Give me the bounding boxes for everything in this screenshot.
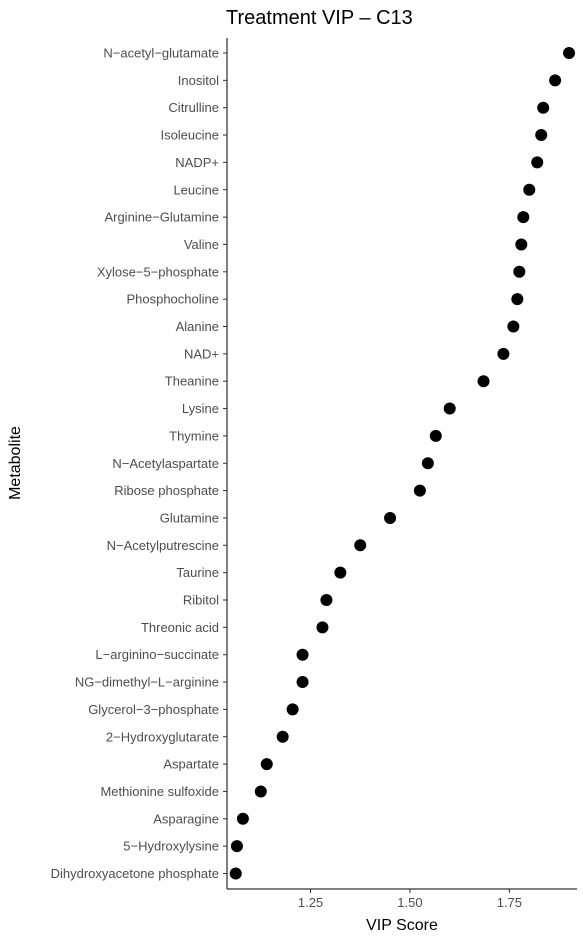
y-tick-label: NADP+ bbox=[175, 155, 219, 170]
y-tick-label: Inositol bbox=[178, 73, 219, 88]
y-tick-label: N−Acetylaspartate bbox=[112, 456, 219, 471]
plot-area: N−acetyl−glutamate Inositol Citrulline Isol… bbox=[51, 38, 577, 910]
y-axis-title: Metabolite bbox=[7, 426, 24, 500]
data-point bbox=[421, 457, 434, 470]
data-point bbox=[276, 730, 289, 743]
data-point bbox=[511, 293, 524, 306]
y-tick-label: L−arginino−succinate bbox=[95, 647, 219, 662]
data-point bbox=[537, 101, 550, 114]
data-point bbox=[531, 156, 544, 169]
y-tick-label: Taurine bbox=[176, 565, 219, 580]
y-tick-label: Isoleucine bbox=[160, 128, 219, 143]
data-point bbox=[507, 320, 520, 333]
y-tick-label: Phosphocholine bbox=[126, 292, 219, 307]
y-tick-label: Lysine bbox=[182, 401, 219, 416]
data-point bbox=[429, 429, 442, 442]
x-tick-label: 1.75 bbox=[497, 895, 522, 910]
y-tick-label: 5−Hydroxylysine bbox=[123, 839, 219, 854]
data-point bbox=[535, 129, 548, 142]
data-point bbox=[517, 211, 530, 224]
y-tick-label: Arginine−Glutamine bbox=[104, 210, 219, 225]
data-point bbox=[513, 265, 526, 278]
y-tick-label: N−acetyl−glutamate bbox=[103, 46, 219, 61]
data-point bbox=[254, 785, 267, 798]
data-point bbox=[260, 758, 273, 771]
data-point bbox=[334, 566, 347, 579]
y-tick-label: Valine bbox=[184, 237, 219, 252]
y-tick-label: Ribose phosphate bbox=[114, 483, 219, 498]
x-axis-title: VIP Score bbox=[366, 917, 438, 934]
y-tick-label: Glycerol−3−phosphate bbox=[88, 702, 219, 717]
y-tick-label: Glutamine bbox=[160, 510, 219, 525]
data-point bbox=[229, 867, 242, 880]
data-point bbox=[549, 74, 562, 87]
y-tick-label: Aspartate bbox=[163, 757, 219, 772]
data-point bbox=[230, 840, 243, 853]
data-point bbox=[354, 539, 367, 552]
y-tick-label: N−Acetylputrescine bbox=[107, 538, 219, 553]
y-tick-label: Xylose−5−phosphate bbox=[97, 264, 219, 279]
data-point bbox=[316, 621, 329, 634]
data-point bbox=[286, 703, 299, 716]
data-point bbox=[497, 347, 510, 360]
y-tick-label: Ribitol bbox=[183, 593, 219, 608]
y-tick-label: Theanine bbox=[165, 374, 219, 389]
y-tick-label: Dihydroxyacetone phosphate bbox=[51, 866, 219, 881]
data-point bbox=[296, 676, 309, 689]
data-point bbox=[563, 47, 576, 59]
y-tick-label: Thymine bbox=[169, 428, 219, 443]
data-point bbox=[443, 402, 456, 415]
y-tick-label: Asparagine bbox=[153, 811, 219, 826]
data-point bbox=[477, 375, 490, 388]
y-tick-label: Alanine bbox=[176, 319, 219, 334]
y-tick-label: NAD+ bbox=[184, 346, 219, 361]
data-point bbox=[413, 484, 426, 497]
data-point bbox=[236, 812, 249, 825]
y-tick-label: NG−dimethyl−L−arginine bbox=[75, 675, 219, 690]
chart-title: Treatment VIP – C13 bbox=[226, 7, 413, 29]
y-tick-label: Citrulline bbox=[168, 100, 219, 115]
y-tick-label: 2−Hydroxyglutarate bbox=[106, 729, 219, 744]
data-points bbox=[229, 47, 576, 880]
x-tick-label: 1.25 bbox=[298, 895, 323, 910]
data-point bbox=[523, 183, 536, 196]
y-axis-categories: N−acetyl−glutamate Inositol Citrulline Isol… bbox=[51, 46, 227, 881]
y-tick-label: Leucine bbox=[173, 182, 219, 197]
y-tick-label: Methionine sulfoxide bbox=[100, 784, 219, 799]
data-point bbox=[515, 238, 528, 251]
data-point bbox=[296, 648, 309, 661]
y-tick-label: Threonic acid bbox=[141, 620, 219, 635]
x-tick-label: 1.50 bbox=[397, 895, 422, 910]
data-point bbox=[320, 594, 333, 606]
data-point bbox=[384, 511, 397, 524]
x-axis-ticks: 1.25 1.50 1.75 bbox=[298, 889, 522, 910]
